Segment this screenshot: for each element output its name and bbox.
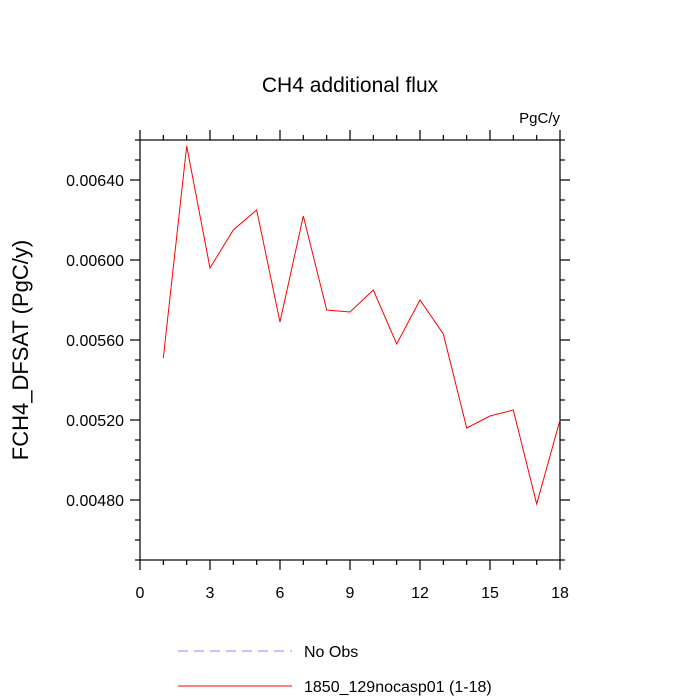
- x-tick-label: 3: [206, 585, 215, 602]
- ticks-layer: 0 3 6 9 12 15 18 0.00480 0.00520 0.00560 0.00600 0.…: [66, 130, 570, 602]
- y-tick-label: 0.00560: [66, 333, 124, 350]
- y-axis-label: FCH4_DFSAT (PgC/y): [8, 240, 33, 460]
- legend-label: 1850_129nocasp01 (1-18): [304, 679, 492, 696]
- plot-frame: [139, 139, 561, 561]
- x-tick-label: 6: [276, 585, 285, 602]
- chart-title: CH4 additional flux: [262, 74, 439, 97]
- legend-label: No Obs: [304, 644, 358, 661]
- series-layer: [162, 145, 561, 506]
- x-tick-label: 9: [346, 585, 355, 602]
- y-tick-label: 0.00600: [66, 253, 124, 270]
- y-tick-label: 0.00480: [66, 493, 124, 510]
- y-tick-label: 0.00520: [66, 413, 124, 430]
- x-tick-label: 12: [411, 585, 429, 602]
- x-tick-label: 15: [481, 585, 499, 602]
- legend: No Obs 1850_129nocasp01 (1-18): [178, 644, 492, 696]
- units-label: PgC/y: [519, 110, 560, 127]
- x-tick-label: 0: [136, 585, 145, 602]
- series-line: [162, 145, 561, 506]
- x-tick-label: 18: [551, 585, 569, 602]
- y-tick-label: 0.00640: [66, 173, 124, 190]
